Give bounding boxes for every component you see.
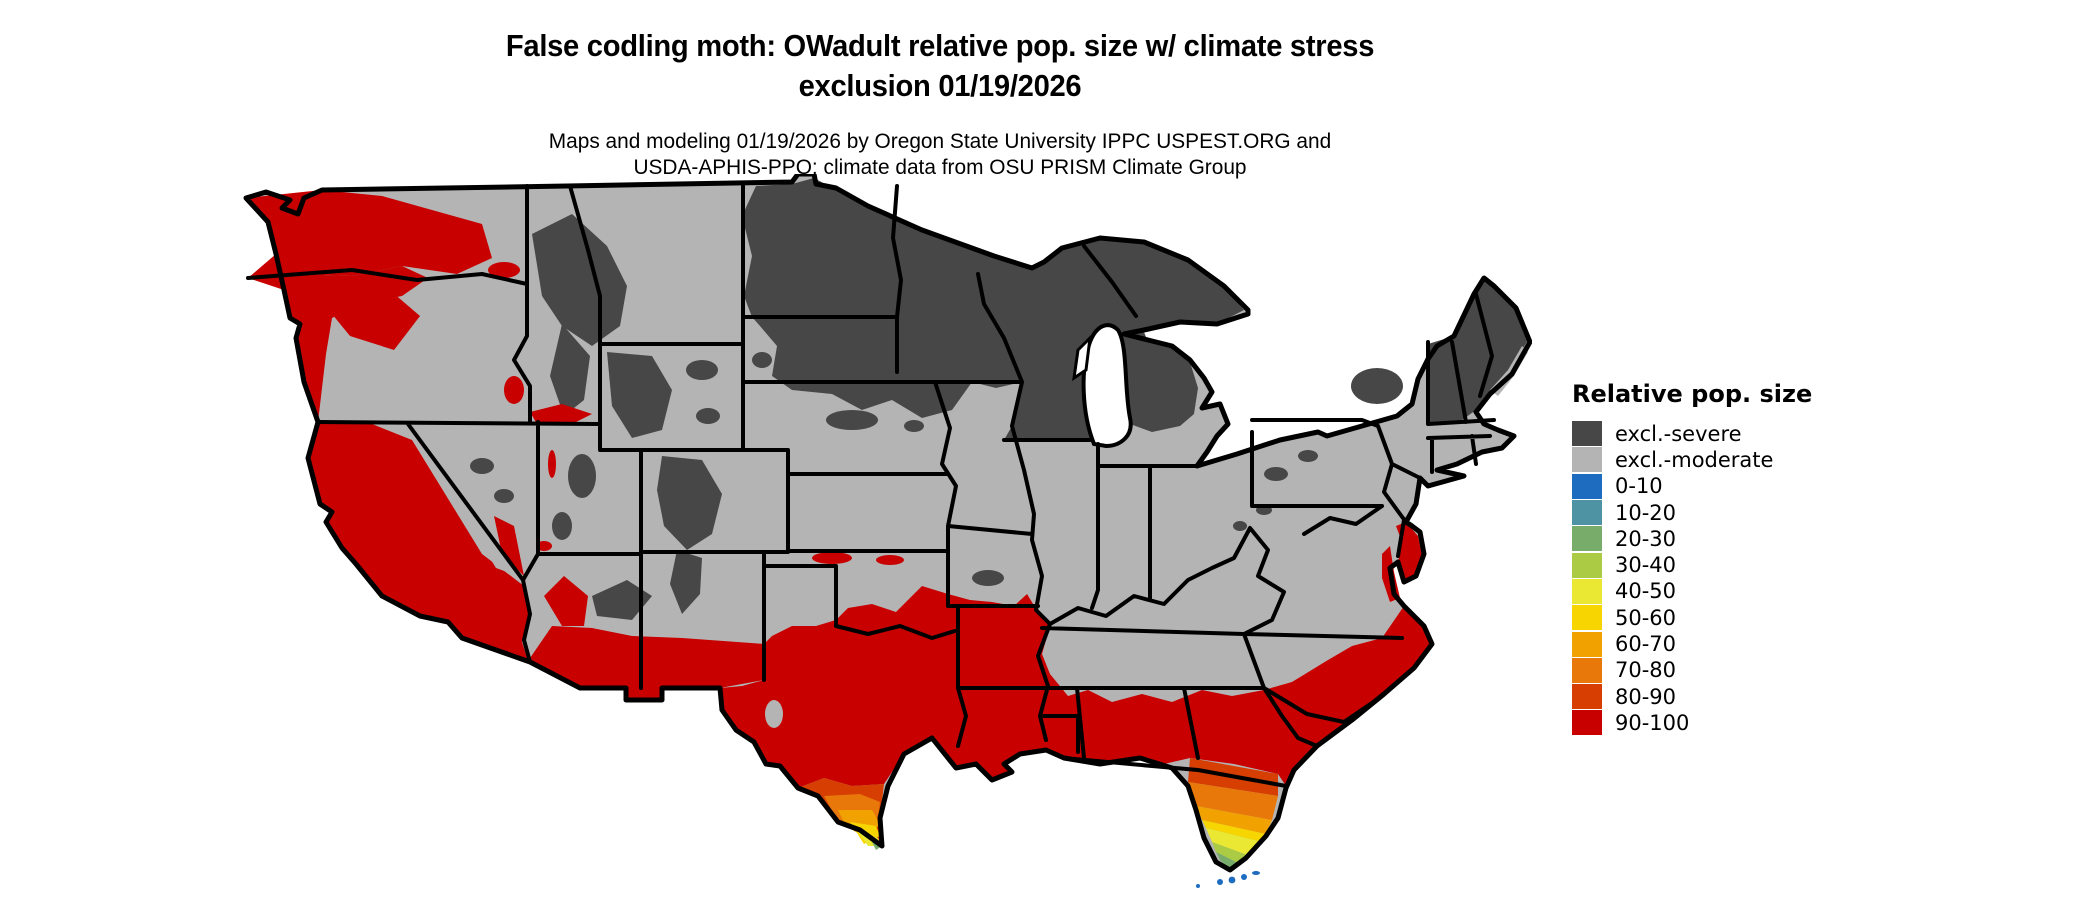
florida-keys-blue xyxy=(1196,871,1260,888)
legend-item-label: excl.-severe xyxy=(1615,421,1742,446)
oregon-coast-red xyxy=(248,266,428,422)
black-hills-severe xyxy=(752,352,772,368)
legend-item-label: 30-40 xyxy=(1615,553,1677,578)
legend-item-label: 80-90 xyxy=(1615,684,1677,709)
legend-item-label: 50-60 xyxy=(1615,605,1677,630)
map-title: False codling moth: OWadult relative pop… xyxy=(282,26,1598,106)
colorado-severe xyxy=(657,456,722,550)
legend-item: 0-10 xyxy=(1572,473,1812,499)
legend-item: 90-100 xyxy=(1572,710,1812,736)
legend-item: excl.-severe xyxy=(1572,421,1812,447)
legend-swatch xyxy=(1572,421,1602,447)
nebraska-sandhills-severe xyxy=(826,410,878,430)
legend-rows: excl.-severe excl.-moderate 0-10 10-20 20-30… xyxy=(1572,421,1812,736)
idaho-montana-severe xyxy=(532,214,627,346)
phoenix-red xyxy=(544,576,588,626)
legend-item-label: 10-20 xyxy=(1615,500,1677,525)
legend-swatch xyxy=(1572,552,1602,578)
map-svg xyxy=(243,171,1533,888)
legend-item-label: excl.-moderate xyxy=(1615,447,1774,472)
nevada-severe xyxy=(470,458,494,474)
legend-item-label: 40-50 xyxy=(1615,579,1677,604)
central-idaho-severe xyxy=(550,324,590,416)
ozarks-severe xyxy=(972,570,1004,586)
utah-severe xyxy=(568,454,596,498)
legend-item-label: 20-30 xyxy=(1615,526,1677,551)
legend-swatch xyxy=(1572,447,1602,473)
legend-item-label: 70-80 xyxy=(1615,658,1677,683)
lake-michigan xyxy=(1072,323,1133,449)
map-title-line1: False codling moth: OWadult relative pop… xyxy=(505,28,1375,63)
legend-item: 70-80 xyxy=(1572,657,1812,683)
legend-swatch xyxy=(1572,631,1602,657)
new-england-severe xyxy=(1428,280,1528,424)
arizona-mogollon-severe xyxy=(592,580,652,620)
state-borders xyxy=(246,184,1496,788)
legend-item-label: 60-70 xyxy=(1615,632,1677,657)
map-title-line2: exclusion 01/19/2026 xyxy=(798,68,1082,103)
legend-item: 80-90 xyxy=(1572,684,1812,710)
legend-item: 40-50 xyxy=(1572,578,1812,604)
willamette-red xyxy=(330,286,420,350)
legend: Relative pop. size excl.-severe excl.-mod… xyxy=(1572,380,1812,737)
region-90-100 xyxy=(246,190,1432,788)
legend-swatch xyxy=(1572,473,1602,499)
legend-item: 50-60 xyxy=(1572,605,1812,631)
legend-swatch xyxy=(1572,710,1602,736)
legend-item: excl.-moderate xyxy=(1572,447,1812,473)
legend-item: 60-70 xyxy=(1572,631,1812,657)
washington-red xyxy=(246,190,492,278)
legend-item: 30-40 xyxy=(1572,552,1812,578)
legend-item-label: 0-10 xyxy=(1615,474,1663,499)
green-bay xyxy=(1072,333,1093,382)
legend-swatch xyxy=(1572,526,1602,552)
legend-item: 20-30 xyxy=(1572,526,1812,552)
appalachia-severe-2 xyxy=(1298,450,1318,462)
sierra-gray xyxy=(404,428,518,576)
legend-item: 10-20 xyxy=(1572,500,1812,526)
trans-pecos-gray xyxy=(765,700,783,728)
header: False codling moth: OWadult relative pop… xyxy=(240,0,1640,180)
new-mexico-severe xyxy=(670,550,702,614)
nation-outline xyxy=(243,171,1533,873)
adirondacks-severe xyxy=(1351,368,1403,404)
legend-swatch xyxy=(1572,605,1602,631)
legend-swatch xyxy=(1572,500,1602,526)
south-mega-red xyxy=(720,586,1432,788)
legend-item-label: 90-100 xyxy=(1615,710,1690,735)
legend-swatch xyxy=(1572,657,1602,683)
california-red xyxy=(308,422,531,661)
legend-title: Relative pop. size xyxy=(1572,380,1813,408)
us-risk-map xyxy=(232,171,1533,892)
map-subtitle-line2: USDA-APHIS-PPQ; climate data from OSU PR… xyxy=(633,155,1247,179)
appalachia-severe-1 xyxy=(1264,467,1288,481)
legend-swatch xyxy=(1572,578,1602,604)
gray-islands xyxy=(404,428,783,728)
wyoming-severe xyxy=(607,352,672,438)
map-subtitle: Maps and modeling 01/19/2026 by Oregon S… xyxy=(261,128,1619,180)
map-subtitle-line1: Maps and modeling 01/19/2026 by Oregon S… xyxy=(548,129,1332,153)
legend-swatch xyxy=(1572,684,1602,710)
arizona-new-mexico-red xyxy=(528,626,764,700)
snake-plain-red xyxy=(530,404,592,424)
las-vegas-red xyxy=(494,516,524,576)
